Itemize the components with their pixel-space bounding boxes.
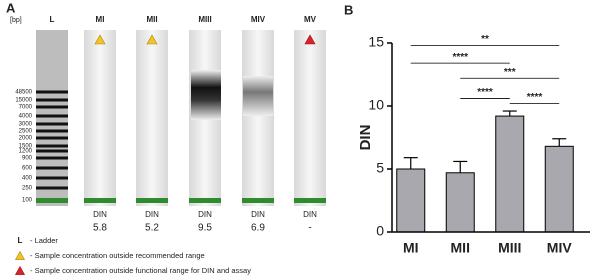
marker-band <box>84 198 116 203</box>
significance-label: ** <box>481 34 489 45</box>
gel-lane <box>36 30 68 206</box>
bar <box>396 168 426 233</box>
din-label: DIN <box>145 210 159 219</box>
ladder-band <box>36 149 68 153</box>
panel-label: B <box>344 2 353 17</box>
y-tick-label: 10 <box>368 97 384 113</box>
flag-icon <box>14 265 26 275</box>
ladder-band <box>36 114 68 118</box>
marker-band <box>36 198 68 203</box>
ladder-size: 400 <box>22 176 33 182</box>
sample-band <box>191 70 221 120</box>
din-label: DIN <box>198 210 212 219</box>
ladder-band <box>36 90 68 94</box>
bar <box>445 172 475 233</box>
marker-band <box>189 198 221 203</box>
marker-band <box>294 198 326 203</box>
lane-label: MI <box>96 15 105 24</box>
marker-band <box>136 198 168 203</box>
gel-lane <box>294 30 326 206</box>
lane-label: MV <box>304 15 317 24</box>
ladder-size: 15000 <box>15 98 32 104</box>
legend-symbol: L <box>18 236 23 245</box>
gel-lane <box>136 30 168 206</box>
din-label: DIN <box>93 210 107 219</box>
x-tick-label: MII <box>451 240 470 256</box>
significance-label: *** <box>504 67 516 78</box>
bar <box>544 145 574 233</box>
ladder-band <box>36 136 68 140</box>
ladder-size: 4000 <box>19 114 33 120</box>
ladder-band <box>36 176 68 180</box>
panel-label: A <box>6 0 16 15</box>
x-tick-label: MIV <box>547 240 573 256</box>
ladder-size: 1500 <box>19 144 33 150</box>
ladder-band <box>36 98 68 102</box>
significance-label: **** <box>477 87 493 98</box>
din-label: DIN <box>251 210 265 219</box>
din-value: 5.2 <box>145 223 159 234</box>
bar <box>495 115 525 233</box>
ladder-size: 1200 <box>19 149 33 155</box>
din-value: 6.9 <box>251 223 265 234</box>
lane-label: MIV <box>251 15 266 24</box>
lane-label: L <box>50 15 55 24</box>
ladder-size: 3000 <box>19 122 33 128</box>
ladder-size: 7000 <box>19 105 33 111</box>
ladder-band <box>36 186 68 190</box>
flag-icon <box>146 34 158 45</box>
ladder-band <box>36 166 68 170</box>
gel-lane <box>84 30 116 206</box>
ladder-size: 100 <box>22 198 33 204</box>
flag-icon <box>14 250 26 260</box>
y-tick-label: 0 <box>376 223 384 239</box>
ladder-size: 2000 <box>19 136 33 142</box>
din-label: DIN <box>303 210 317 219</box>
flag-icon <box>94 34 106 45</box>
ladder-size: 600 <box>22 166 33 172</box>
legend-text: - Sample concentration outside recommend… <box>30 251 205 260</box>
legend-text: - Ladder <box>30 236 58 245</box>
marker-band <box>242 198 274 203</box>
din-value: - <box>308 223 311 234</box>
y-axis-label: DIN <box>357 125 374 151</box>
panel-a: A [bp] L MI DIN 5.8 MII DIN 5.2 MIII DIN 9.5 MIV DIN 6… <box>6 0 326 275</box>
flag-icon <box>304 34 316 45</box>
legend-text: - Sample concentration outside functiona… <box>30 266 251 275</box>
x-tick-label: MI <box>403 240 419 256</box>
y-tick-label: 5 <box>376 160 384 176</box>
ladder-band <box>36 129 68 133</box>
x-tick-label: MIII <box>498 240 521 256</box>
ladder-band <box>36 156 68 160</box>
ladder-size: 900 <box>22 156 33 162</box>
lane-label: MII <box>146 15 157 24</box>
lane-label: MIII <box>198 15 211 24</box>
sample-band <box>243 76 273 116</box>
ladder-band <box>36 144 68 148</box>
significance-label: **** <box>527 92 543 103</box>
y-tick-label: 15 <box>368 34 384 50</box>
gel-lane <box>242 30 274 206</box>
ladder-band <box>36 105 68 109</box>
ladder-size: 2500 <box>19 129 33 135</box>
ladder-size: 250 <box>22 186 33 192</box>
din-value: 9.5 <box>198 223 212 234</box>
ladder-size: 48500 <box>15 90 32 96</box>
significance-label: **** <box>452 52 468 63</box>
din-value: 5.8 <box>93 223 107 234</box>
unit-label: [bp] <box>10 17 22 24</box>
ladder-band <box>36 122 68 126</box>
